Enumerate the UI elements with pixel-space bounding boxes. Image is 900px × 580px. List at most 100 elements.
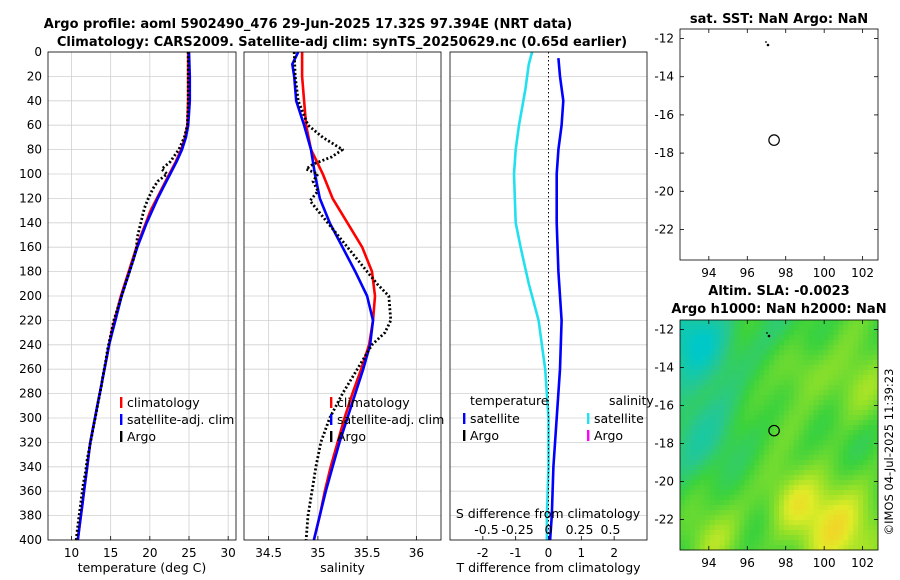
salinity-legend-swatch <box>330 414 333 425</box>
sla-heatmap-cell <box>694 510 701 516</box>
sla-heatmap-cell <box>684 375 691 381</box>
sla-heatmap-cell <box>803 445 810 451</box>
sla-heatmap-cell <box>823 450 829 456</box>
sla-heatmap-cell <box>863 540 869 546</box>
temperature-xlabel: temperature (deg C) <box>78 560 207 575</box>
sla-heatmap-cell <box>793 350 800 356</box>
sla-heatmap-cell <box>848 400 854 406</box>
sla-heatmap-cell <box>694 495 701 501</box>
sla-heatmap-cell <box>744 455 750 461</box>
sla-heatmap-cell <box>873 415 879 421</box>
sla-heatmap-cell <box>848 530 854 536</box>
sla-heatmap-cell <box>838 500 844 506</box>
sla-heatmap-cell <box>754 385 760 391</box>
sla-heatmap-cell <box>744 335 750 341</box>
sla-heatmap-cell <box>803 325 810 331</box>
sla-heatmap-cell <box>858 450 864 456</box>
sla-heatmap-cell <box>803 485 810 491</box>
sla-heatmap-cell <box>724 540 730 546</box>
sla_map-frame <box>679 319 879 551</box>
sla-heatmap-cell <box>739 400 745 406</box>
sla-heatmap-cell <box>739 365 745 371</box>
sla-heatmap-cell <box>798 455 805 461</box>
sla-heatmap-cell <box>823 440 829 446</box>
sla-heatmap-cell <box>848 420 854 426</box>
sla-heatmap-cell <box>853 460 859 466</box>
sla-heatmap-cell <box>764 440 770 446</box>
sla-heatmap-cell <box>754 425 760 431</box>
sla-heatmap-cell <box>858 510 864 516</box>
sla-heatmap-cell <box>848 375 854 381</box>
sla-heatmap-cell <box>744 480 750 486</box>
sla-heatmap-cell <box>853 330 859 336</box>
sla-heatmap-cell <box>853 490 859 496</box>
sla-heatmap-cell <box>813 510 819 516</box>
sla-heatmap-cell <box>734 375 740 381</box>
sla-heatmap-cell <box>813 485 819 491</box>
sla-heatmap-cell <box>803 540 810 546</box>
sla-heatmap-cell <box>818 350 824 356</box>
sla-heatmap-cell <box>724 325 730 331</box>
sla-heatmap-cell <box>680 435 686 441</box>
sla-heatmap-cell <box>873 450 879 456</box>
sla-heatmap-cell <box>853 475 859 481</box>
island-dot <box>766 332 768 334</box>
sla-heatmap-cell <box>719 465 725 471</box>
sla-heatmap-cell <box>798 510 805 516</box>
sla-heatmap-cell <box>818 535 824 541</box>
sla-heatmap-cell <box>838 445 844 451</box>
sla-heatmap <box>680 320 879 551</box>
sla-heatmap-cell <box>724 415 730 421</box>
sla-heatmap-cell <box>873 405 879 411</box>
sla-heatmap-cell <box>843 530 849 536</box>
sla-heatmap-cell <box>873 475 879 481</box>
sla-heatmap-cell <box>704 540 711 546</box>
sla-heatmap-cell <box>709 510 716 516</box>
sla-heatmap-cell <box>818 520 824 526</box>
sla-heatmap-cell <box>793 425 800 431</box>
sla-heatmap-cell <box>709 490 716 496</box>
sla-heatmap-cell <box>788 505 795 511</box>
sla-heatmap-cell <box>704 465 711 471</box>
sla-heatmap-cell <box>808 520 815 526</box>
sla-heatmap-cell <box>729 540 735 546</box>
sla-heatmap-cell <box>813 370 819 376</box>
sla-heatmap-cell <box>828 370 834 376</box>
sla-heatmap-cell <box>680 530 686 536</box>
sla-heatmap-cell <box>863 350 869 356</box>
figure-title-line2: Climatology: CARS2009. Satellite-adj cli… <box>57 35 627 50</box>
sla-heatmap-cell <box>704 505 711 511</box>
sla-heatmap-cell <box>709 320 716 326</box>
sla-heatmap-cell <box>684 370 691 376</box>
sla-heatmap-cell <box>719 480 725 486</box>
sla-heatmap-cell <box>709 540 716 546</box>
sla-heatmap-cell <box>813 540 819 546</box>
sla-heatmap-cell <box>684 525 691 531</box>
sla-heatmap-cell <box>704 445 711 451</box>
sla-heatmap-cell <box>759 345 765 351</box>
sla-heatmap-cell <box>774 525 780 531</box>
sla-heatmap-cell <box>754 415 760 421</box>
sla-heatmap-cell <box>788 440 795 446</box>
sla-heatmap-cell <box>714 435 720 441</box>
sla-heatmap-cell <box>858 330 864 336</box>
sla-heatmap-cell <box>823 365 829 371</box>
sla-heatmap-cell <box>798 460 805 466</box>
sla-heatmap-cell <box>729 445 735 451</box>
sla-heatmap-cell <box>680 545 686 551</box>
sla-heatmap-cell <box>853 450 859 456</box>
sla-heatmap-cell <box>714 510 720 516</box>
sla-heatmap-cell <box>714 390 720 396</box>
sla-heatmap-cell <box>749 370 755 376</box>
sla-heatmap-cell <box>803 440 810 446</box>
sla-heatmap-cell <box>734 345 740 351</box>
sla-heatmap-cell <box>739 390 745 396</box>
sla-heatmap-cell <box>863 370 869 376</box>
sla-heatmap-cell <box>724 425 730 431</box>
sla-heatmap-cell <box>858 540 864 546</box>
sla-heatmap-cell <box>838 415 844 421</box>
sla-heatmap-cell <box>808 355 815 361</box>
sla-heatmap-cell <box>759 330 765 336</box>
sla-heatmap-cell <box>803 330 810 336</box>
sla-heatmap-cell <box>858 440 864 446</box>
